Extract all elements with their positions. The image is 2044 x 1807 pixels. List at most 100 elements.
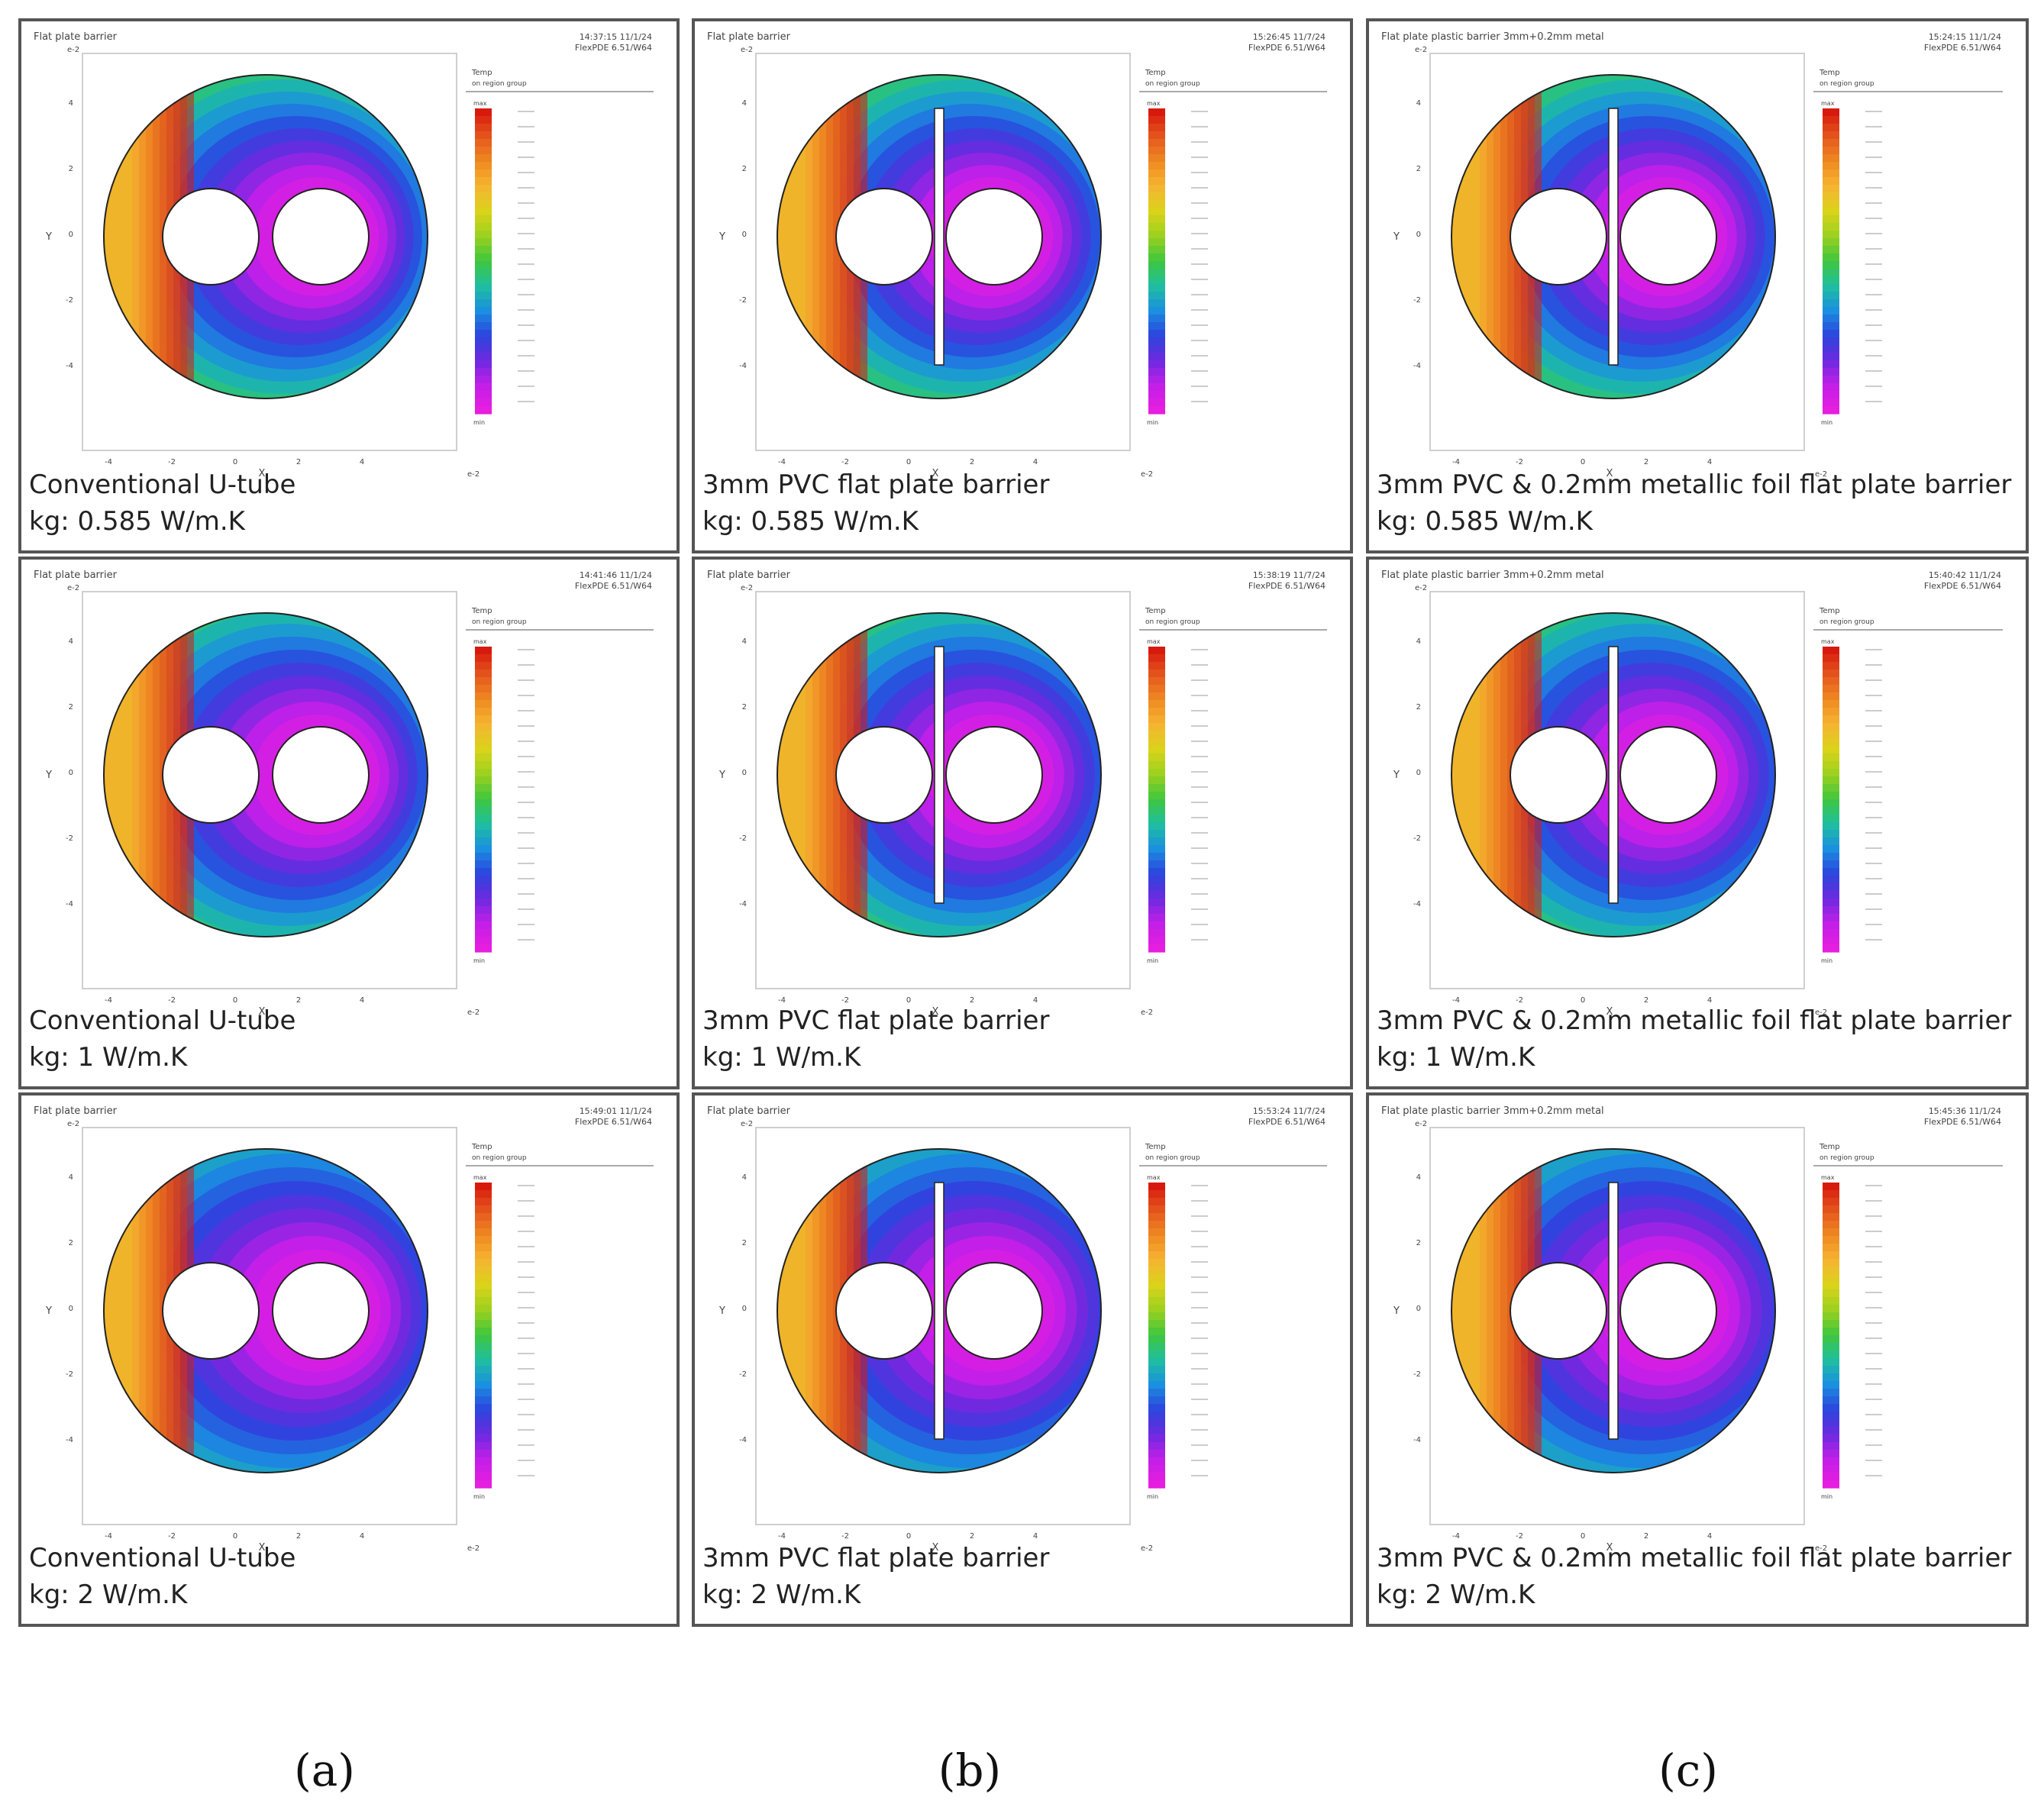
panel-caption-kg: kg: 2 W/m.K <box>1377 1580 1535 1610</box>
legend-title: Temp <box>1819 1143 1840 1151</box>
x-tick-label: -2 <box>168 996 176 1005</box>
column-label: (a) <box>294 1744 355 1796</box>
flat-plate-barrier <box>934 108 945 366</box>
y-tick-label: -4 <box>739 900 747 908</box>
figure-panel-b1: Flat plate barrier 15:26:45 11/7/24 FlexPD… <box>692 18 1353 553</box>
x-tick-label: 2 <box>1644 458 1648 466</box>
y-tick-label: 4 <box>69 1173 73 1182</box>
panel-caption-title: Conventional U-tube <box>29 1005 296 1036</box>
hot-pipe-hole <box>1510 188 1607 286</box>
x-tick-label: 0 <box>233 1532 237 1541</box>
y-axis-label: Y <box>45 1305 52 1317</box>
panel-caption-title: 3mm PVC flat plate barrier <box>702 1543 1050 1573</box>
y-axis-label: Y <box>718 770 725 781</box>
x-tick-label: 4 <box>1707 458 1712 466</box>
x-axis-label: X <box>932 468 939 479</box>
plot-software: FlexPDE 6.51/W64 <box>1924 581 2001 591</box>
plot-software: FlexPDE 6.51/W64 <box>1248 581 1326 591</box>
contour-plot: Flat plate barrier 14:37:15 11/1/24FlexPD… <box>34 31 654 479</box>
panel-caption-kg: kg: 1 W/m.K <box>702 1042 861 1073</box>
figure-panel-a2: Flat plate barrier 14:41:46 11/1/24 FlexPD… <box>18 557 680 1089</box>
legend-max-label: max <box>473 100 487 107</box>
y-tick-label: -4 <box>1413 362 1421 370</box>
y-scale-label: e-2 <box>741 46 753 54</box>
y-tick-label: 0 <box>742 769 747 777</box>
plot-title: Flat plate plastic barrier 3mm+0.2mm met… <box>1381 31 1604 43</box>
figure-panel-c3: Flat plate plastic barrier 3mm+0.2mm met… <box>1366 1092 2029 1627</box>
x-tick-label: -4 <box>1452 458 1460 466</box>
panel-caption-kg: kg: 0.585 W/m.K <box>702 506 919 537</box>
y-tick-label: -2 <box>66 834 73 843</box>
y-tick-label: 0 <box>69 769 73 777</box>
x-axis-label: X <box>1606 468 1613 479</box>
figure-panel-a1: Flat plate barrier 14:37:15 11/1/24 FlexPD… <box>18 18 680 553</box>
figure-panel-a3: Flat plate barrier 15:49:01 11/1/24 FlexPD… <box>18 1092 680 1627</box>
x-tick-label: -4 <box>778 996 786 1005</box>
x-tick-label: 2 <box>970 1532 974 1541</box>
plot-title: Flat plate barrier <box>34 31 118 43</box>
plot-title: Flat plate barrier <box>34 1105 118 1117</box>
x-tick-label: 4 <box>360 996 364 1005</box>
x-tick-label: 4 <box>1033 458 1038 466</box>
y-scale-label: e-2 <box>1415 1120 1427 1128</box>
y-tick-label: 4 <box>1416 99 1421 108</box>
contour-plot: Flat plate barrier 15:26:45 11/7/24FlexPD… <box>707 31 1327 479</box>
plot-software: FlexPDE 6.51/W64 <box>1924 43 2001 53</box>
plot-title: Flat plate plastic barrier 3mm+0.2mm met… <box>1381 1105 1604 1117</box>
y-tick-label: 0 <box>69 231 73 239</box>
y-axis-label: Y <box>1393 770 1400 781</box>
x-tick-label: 0 <box>906 996 911 1005</box>
legend-max-label: max <box>1821 100 1835 107</box>
y-tick-label: 4 <box>1416 637 1421 646</box>
hot-pipe-hole <box>1510 726 1607 824</box>
x-tick-label: 0 <box>1581 458 1585 466</box>
x-tick-label: -2 <box>1516 1532 1523 1541</box>
flat-plate-barrier <box>1608 646 1619 904</box>
y-tick-label: -2 <box>66 296 73 305</box>
x-tick-label: 0 <box>1581 996 1585 1005</box>
flat-plate-barrier <box>934 646 945 904</box>
y-tick-label: 2 <box>742 165 747 173</box>
flat-plate-barrier <box>934 1182 945 1440</box>
x-tick-label: -2 <box>841 458 849 466</box>
x-tick-label: -4 <box>778 458 786 466</box>
y-tick-label: -2 <box>1413 834 1421 843</box>
y-tick-label: -2 <box>739 1370 747 1379</box>
plot-software: FlexPDE 6.51/W64 <box>1248 1117 1326 1127</box>
cold-pipe-hole <box>945 1262 1043 1360</box>
legend-min-label: min <box>1821 419 1832 426</box>
y-tick-label: 2 <box>69 165 73 173</box>
y-tick-label: 2 <box>742 1239 747 1247</box>
panel-caption-title: 3mm PVC & 0.2mm metallic foil flat plate… <box>1377 1005 2012 1036</box>
x-tick-label: 4 <box>1033 1532 1038 1541</box>
panel-caption-title: Conventional U-tube <box>29 469 296 500</box>
x-scale-label: e-2 <box>1141 1008 1153 1017</box>
y-scale-label: e-2 <box>67 1120 79 1128</box>
y-tick-label: -4 <box>66 1436 73 1444</box>
legend-subtitle: on region group <box>1145 80 1200 88</box>
plot-timestamp: 15:45:36 11/1/24 <box>1929 1106 2001 1116</box>
plot-timestamp: 15:40:42 11/1/24 <box>1929 570 2001 580</box>
y-axis-label: Y <box>718 231 725 243</box>
plot-software: FlexPDE 6.51/W64 <box>1924 1117 2001 1127</box>
x-tick-label: 2 <box>1644 1532 1648 1541</box>
legend-min-label: min <box>1147 419 1158 426</box>
cold-pipe-hole <box>272 726 370 824</box>
y-tick-label: 0 <box>1416 231 1421 239</box>
legend-subtitle: on region group <box>1145 1154 1200 1162</box>
x-tick-label: 2 <box>296 458 301 466</box>
legend-max-label: max <box>1147 1174 1161 1181</box>
legend-max-label: max <box>1821 1174 1835 1181</box>
panel-caption-kg: kg: 2 W/m.K <box>29 1580 188 1610</box>
x-axis-label: X <box>259 1542 266 1554</box>
legend-title: Temp <box>1145 69 1166 77</box>
y-scale-label: e-2 <box>67 584 79 592</box>
x-scale-label: e-2 <box>467 1008 480 1017</box>
contour-plot: Flat plate plastic barrier 3mm+0.2mm met… <box>1381 31 2003 479</box>
x-scale-label: e-2 <box>467 1544 480 1553</box>
y-axis-label: Y <box>45 231 52 243</box>
y-tick-label: 2 <box>1416 703 1421 712</box>
x-axis-label: X <box>259 1006 266 1018</box>
hot-pipe-hole <box>835 726 933 824</box>
x-tick-label: 0 <box>906 1532 911 1541</box>
